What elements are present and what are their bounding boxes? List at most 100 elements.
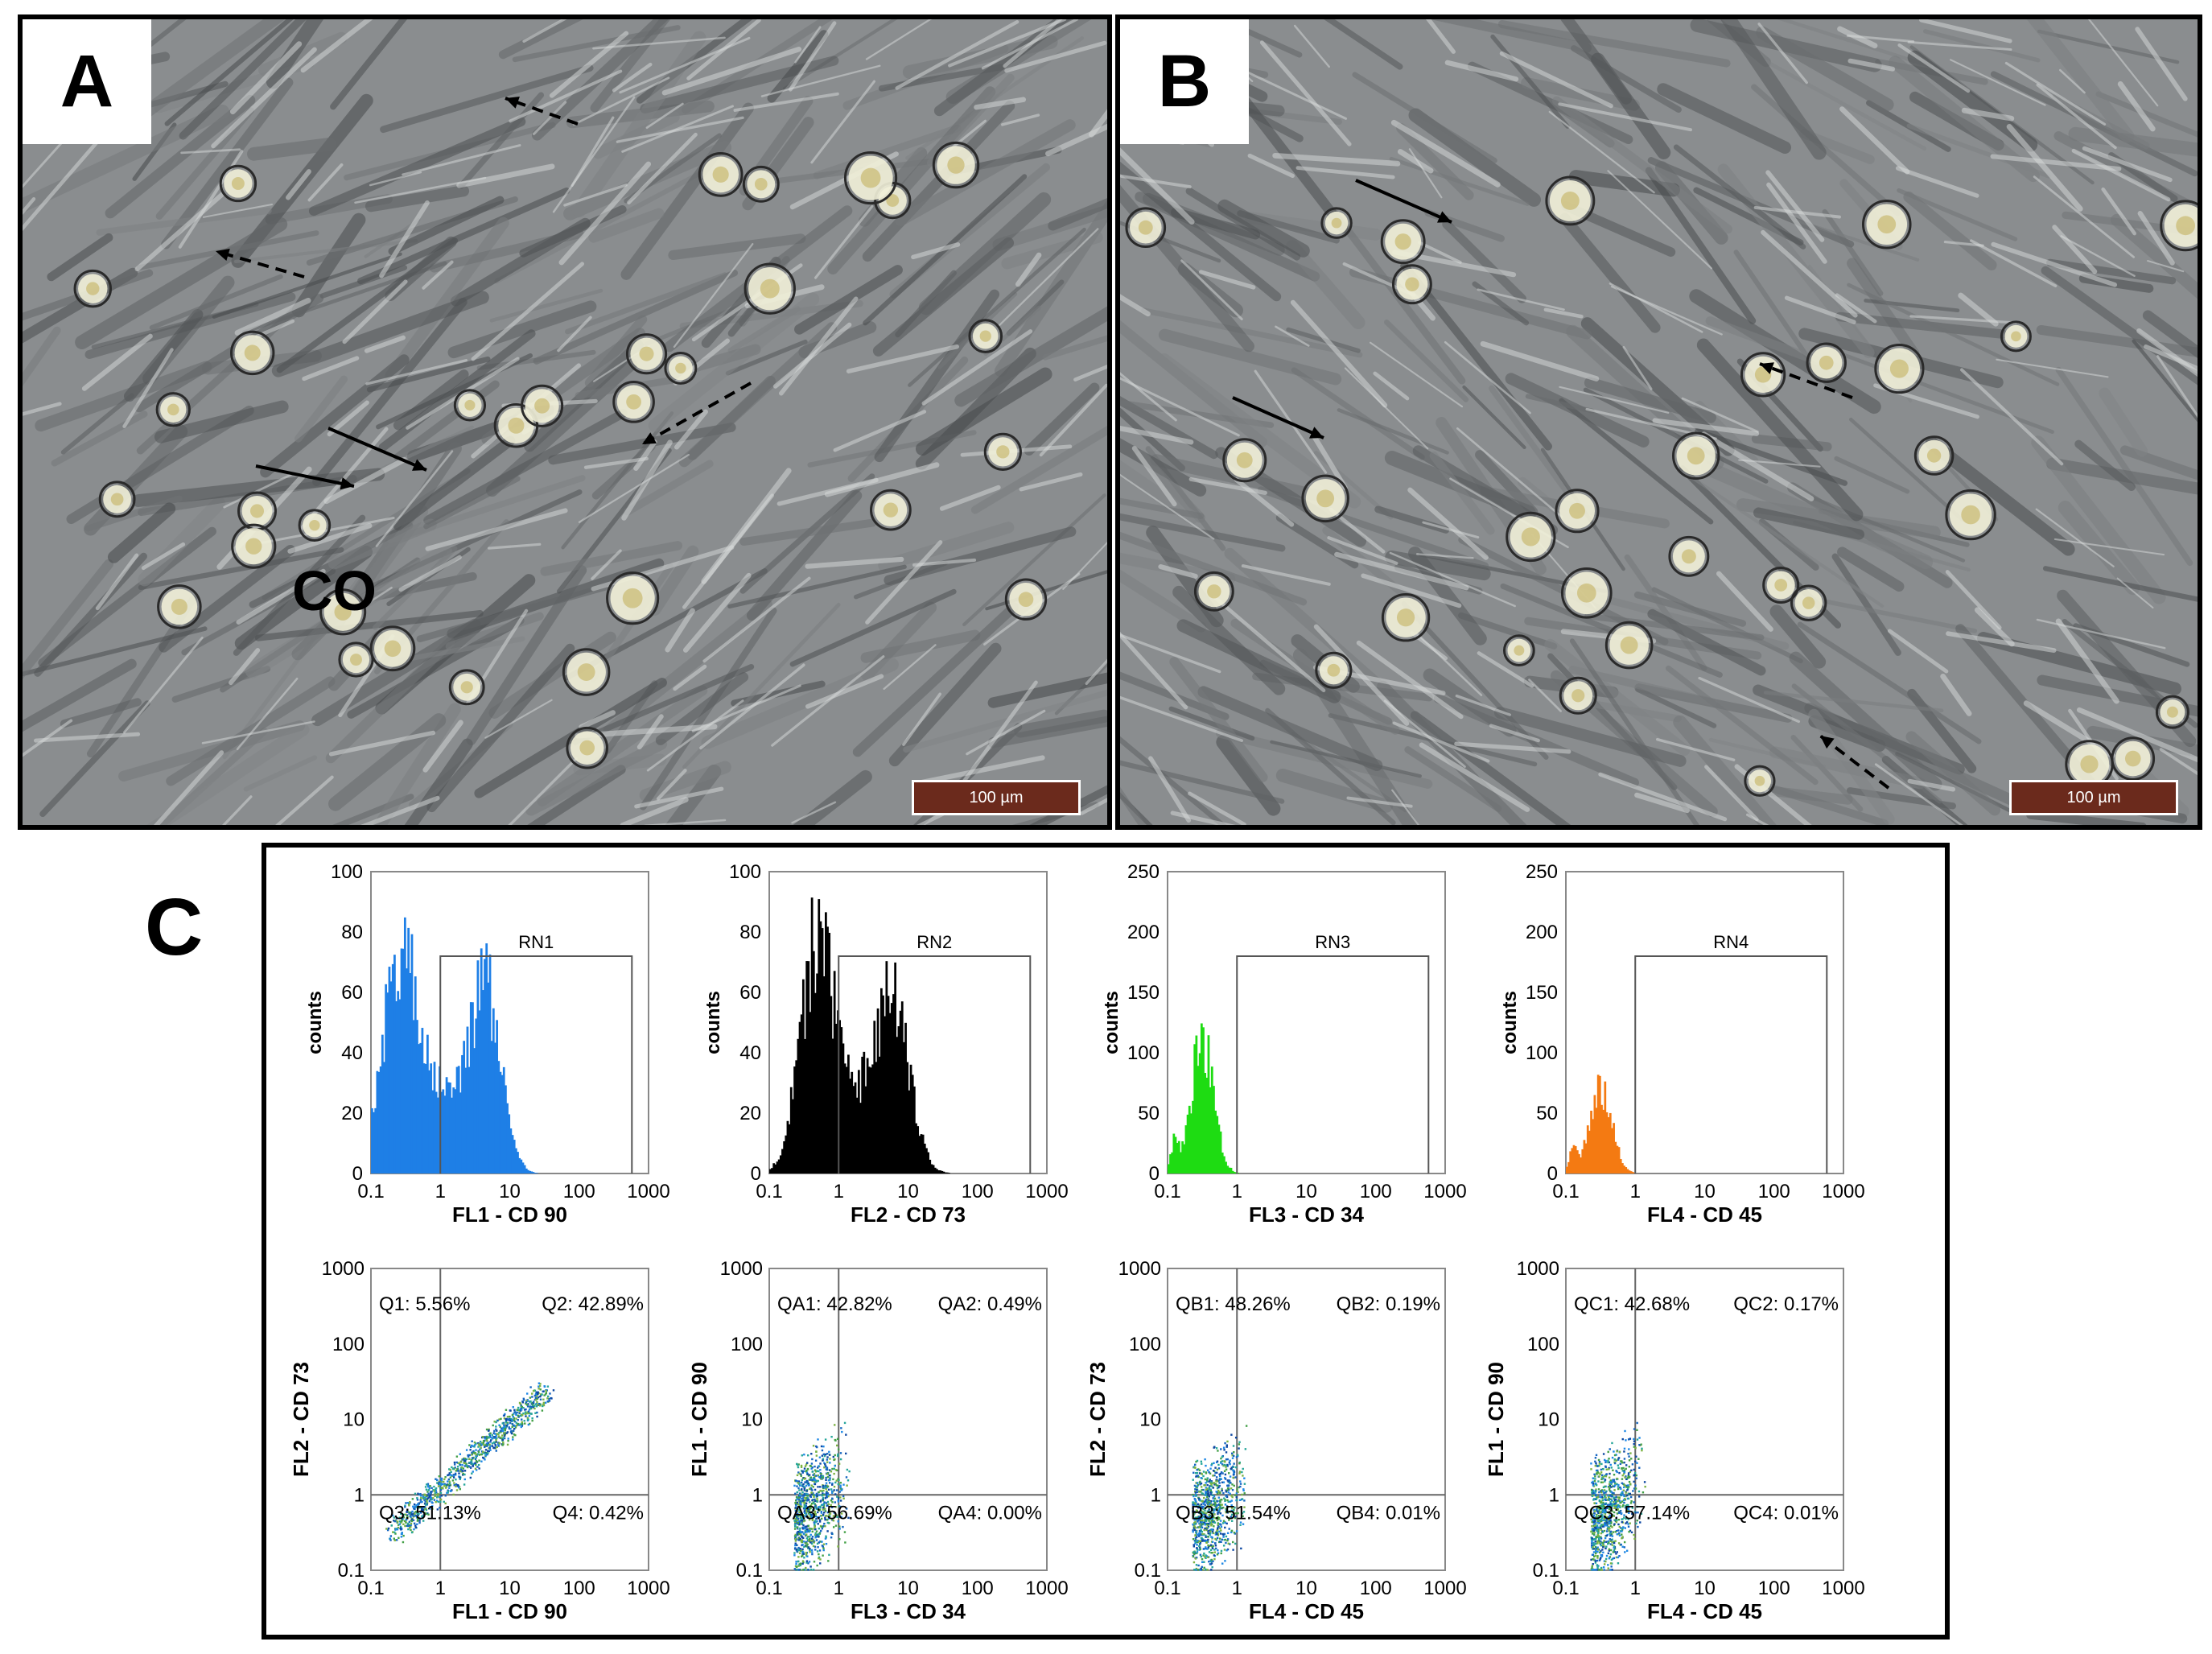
event-dot [813,1540,816,1543]
event-dot [520,1407,523,1410]
y-tick-label: 0.1 [736,1560,763,1582]
event-dot [536,1415,538,1418]
event-dot [1611,1499,1613,1502]
y-tick-label: 50 [1138,1103,1160,1124]
event-dot [1609,1448,1611,1450]
histogram-bin [857,1070,860,1173]
event-dot [495,1450,497,1452]
event-dot [805,1490,808,1492]
histogram-bin [840,1027,843,1173]
event-dot [1618,1504,1621,1508]
event-dot [1603,1529,1606,1532]
event-dot [814,1465,816,1468]
event-dot [405,1524,407,1528]
event-dot [422,1516,424,1520]
event-dot [1592,1519,1594,1522]
event-dot [805,1561,808,1564]
event-dot [505,1424,507,1426]
event-dot [1221,1562,1224,1565]
event-dot [419,1512,422,1514]
event-dot [1218,1484,1221,1487]
event-dot [819,1500,822,1503]
event-dot [1626,1489,1629,1491]
event-dot [801,1499,805,1502]
event-dot [1598,1512,1601,1514]
event-dot [1601,1481,1604,1483]
event-dot [1228,1461,1231,1464]
event-dot [1220,1552,1222,1555]
event-dot [1593,1523,1596,1525]
event-dot [1207,1546,1210,1549]
histogram-bin [496,1020,499,1173]
event-dot [1213,1549,1216,1551]
histogram-bin [485,943,488,1173]
event-dot [1193,1503,1197,1506]
event-dot [1194,1516,1197,1519]
event-dot [806,1497,809,1499]
event-dot [1201,1519,1204,1522]
event-dot [1204,1520,1206,1522]
event-dot [1205,1471,1208,1474]
event-dot [1596,1496,1598,1499]
event-dot [1221,1532,1224,1536]
event-dot [825,1542,828,1545]
event-dot [453,1484,455,1487]
event-dot [1194,1569,1197,1571]
event-dot [794,1492,797,1495]
event-dot [1630,1458,1633,1460]
event-dot [1212,1475,1214,1477]
event-dot [828,1454,831,1456]
event-dot [1604,1511,1607,1514]
event-dot [1201,1514,1204,1516]
event-dot [447,1474,450,1476]
panel-letter-b: B [1120,19,1249,144]
x-tick-label: 1000 [627,1578,669,1599]
event-dot [812,1492,814,1495]
event-dot [1593,1531,1596,1534]
event-dot [1207,1532,1210,1535]
event-dot [1210,1508,1213,1510]
event-dot [1627,1475,1629,1478]
histogram-bin [876,1008,879,1173]
histogram-bin [933,1167,937,1173]
x-tick-label: 0.1 [1552,1578,1579,1599]
y-tick-label: 0 [1149,1163,1160,1185]
cell-texture [1120,19,2198,825]
event-dot [1608,1508,1611,1511]
event-dot [482,1451,485,1454]
event-dot [1594,1522,1597,1525]
event-dot [1245,1425,1248,1427]
event-dot [1612,1551,1615,1553]
event-dot [513,1417,516,1420]
event-dot [1221,1499,1223,1501]
event-dot [416,1499,419,1501]
quadrant-label-top-left: QA1: 42.82% [777,1293,892,1315]
event-dot [416,1523,418,1525]
event-dot [513,1425,517,1427]
event-dot [832,1455,834,1458]
event-dot [1600,1555,1604,1557]
event-dot [1612,1485,1614,1487]
event-dot [1196,1486,1198,1489]
y-tick-label: 0.1 [1533,1560,1559,1582]
event-dot [804,1481,806,1483]
event-dot [1229,1511,1232,1513]
event-dot [1590,1518,1592,1521]
event-dot [1613,1484,1617,1487]
event-dot [1214,1466,1217,1469]
event-dot [813,1507,816,1509]
event-dot [804,1499,806,1502]
event-dot [818,1556,821,1559]
event-dot [1217,1467,1221,1470]
micrograph-image-b [1120,19,2198,825]
event-dot [1209,1523,1213,1525]
event-dot [804,1512,806,1514]
event-dot [1606,1516,1609,1519]
y-axis-label: FL2 - CD 73 [1085,1362,1110,1477]
histogram-bin [870,1067,872,1173]
event-dot [451,1467,455,1470]
event-dot [826,1500,830,1503]
event-dot [402,1541,405,1544]
event-dot [456,1468,459,1470]
